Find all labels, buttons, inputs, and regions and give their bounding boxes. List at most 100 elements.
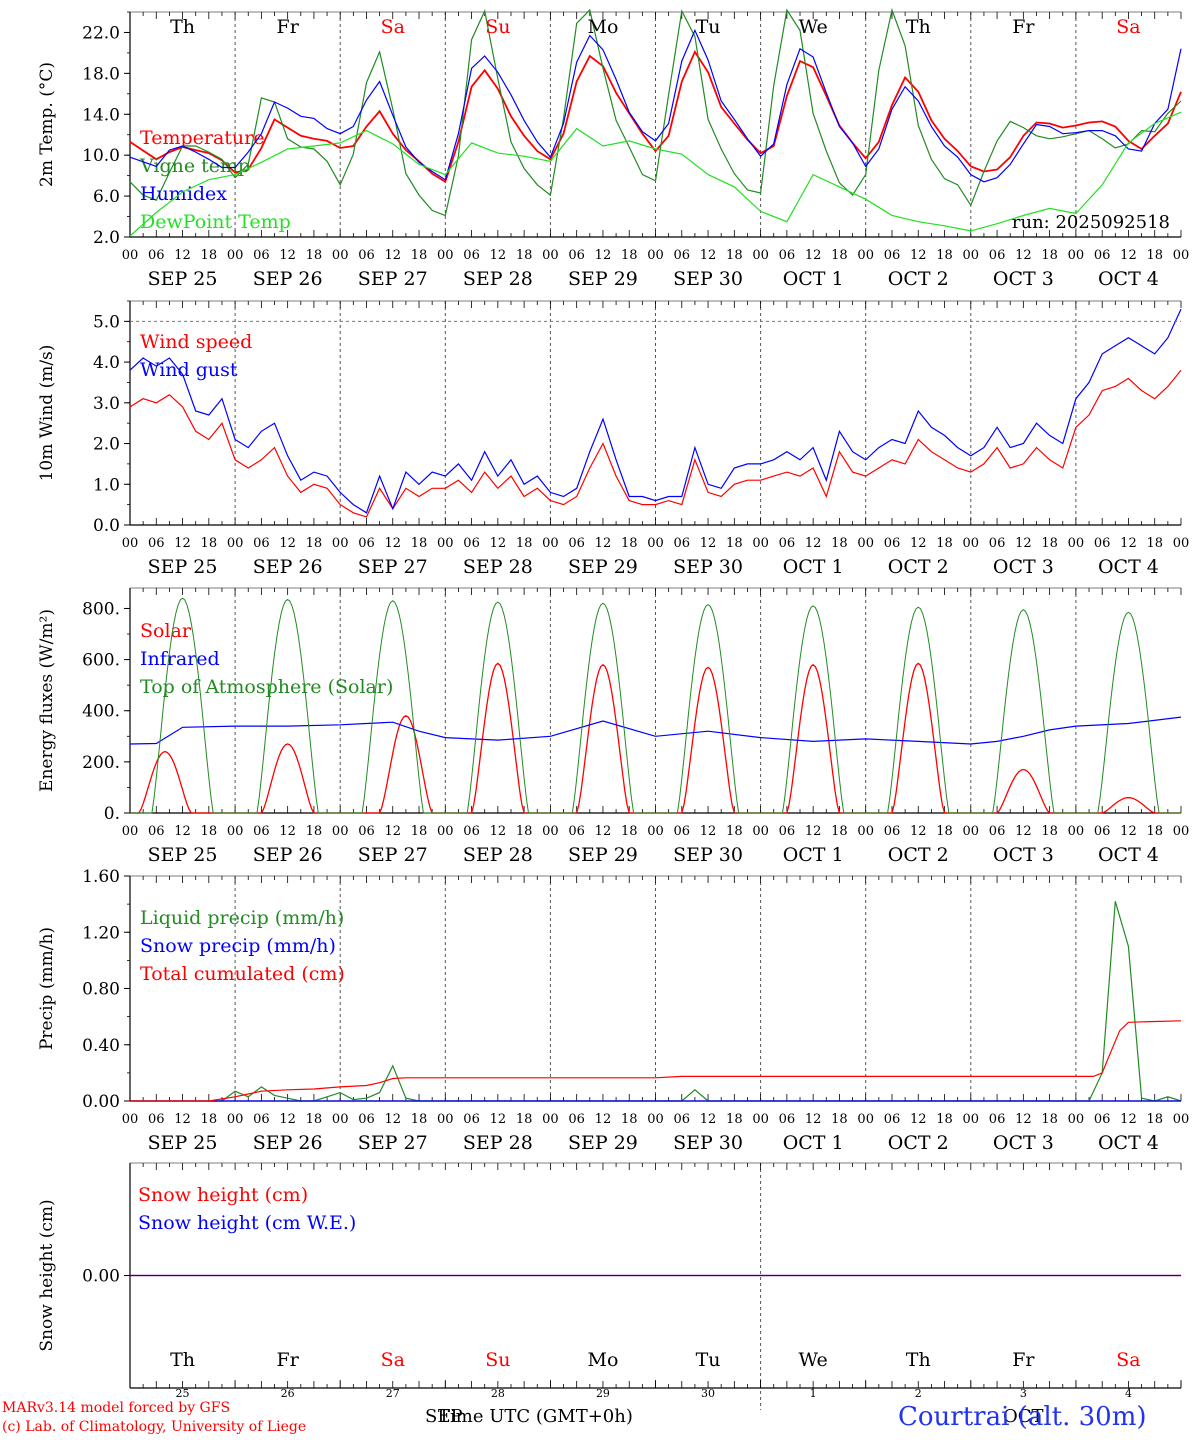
panel-2-date-label: OCT 2 xyxy=(888,844,949,866)
panel-3-y-tick-label: 1.20 xyxy=(82,923,120,943)
day-number-label: 27 xyxy=(386,1387,400,1400)
series-wind-gust xyxy=(129,308,1182,514)
panel-3-hour-label: 12 xyxy=(805,1112,822,1127)
panel-2-hour-label: 06 xyxy=(253,824,270,839)
panel-0-hour-label: 06 xyxy=(358,248,375,263)
panel-1-hour-label: 06 xyxy=(358,536,375,551)
panel-0-hour-label: 06 xyxy=(674,248,691,263)
panel-0-hour-label: 18 xyxy=(411,248,428,263)
weekday-label-bottom: Sa xyxy=(1116,1349,1140,1371)
panel-0-hour-label: 12 xyxy=(279,248,296,263)
panel-0-y-tick-label: 6.0 xyxy=(93,187,120,207)
day-number-label: 3 xyxy=(1020,1387,1027,1400)
panel-2-hour-label: 06 xyxy=(358,824,375,839)
panel-1-date-label: SEP 26 xyxy=(253,556,323,578)
panel-1-date-label: OCT 2 xyxy=(888,556,949,578)
panel-2-hour-label: 18 xyxy=(411,824,428,839)
legend-series-vigne-temp: Vigne temp xyxy=(139,155,250,177)
panel-2-hour-label: 06 xyxy=(463,824,480,839)
panel-0-y-tick-label: 18.0 xyxy=(82,64,120,84)
weekday-label-bottom: Th xyxy=(906,1349,931,1371)
panel-0-hour-label: 18 xyxy=(1146,248,1163,263)
panel-2-hour-label: 12 xyxy=(384,824,401,839)
panel-3-hour-label: 18 xyxy=(726,1112,743,1127)
panel-3-hour-label: 12 xyxy=(384,1112,401,1127)
panel-0-hour-label: 12 xyxy=(174,248,191,263)
panel-1-hour-label: 12 xyxy=(910,536,927,551)
panel-2-date-label: SEP 29 xyxy=(568,844,638,866)
panel-0-hour-label: 18 xyxy=(201,248,218,263)
panel-3-hour-label: 00 xyxy=(647,1112,664,1127)
panel-1-hour-label: 00 xyxy=(122,536,139,551)
panel-3-y-tick-label: 0.00 xyxy=(82,1092,120,1112)
panel-1-hour-label: 00 xyxy=(227,536,244,551)
panel-2-date-label: SEP 28 xyxy=(463,844,533,866)
day-number-label: 28 xyxy=(491,1387,505,1400)
panel-1-y-tick-label: 4.0 xyxy=(93,353,120,373)
panel-0-hour-label: 00 xyxy=(647,248,664,263)
day-number-label: 25 xyxy=(176,1387,190,1400)
panel-2-date-label: OCT 1 xyxy=(783,844,844,866)
panel-0-hour-label: 12 xyxy=(1015,248,1032,263)
panel-1-hour-label: 18 xyxy=(831,536,848,551)
panel-3-date-label: SEP 27 xyxy=(358,1132,428,1154)
credit-line-2: (c) Lab. of Climatology, University of L… xyxy=(2,1419,307,1435)
panel-3-hour-label: 00 xyxy=(542,1112,559,1127)
panel-3-hour-label: 06 xyxy=(674,1112,691,1127)
panel-4-y-label: Snow height (cm) xyxy=(37,1199,57,1351)
panel-2-hour-label: 18 xyxy=(306,824,323,839)
run-label: run: 2025092518 xyxy=(1012,212,1170,233)
panel-1-hour-label: 06 xyxy=(253,536,270,551)
panel-1-hour-label: 00 xyxy=(752,536,769,551)
series-total-cumulated-cm- xyxy=(130,1020,1182,1102)
panel-0-y-tick-label: 10.0 xyxy=(82,146,120,166)
panel-2-hour-label: 12 xyxy=(700,824,717,839)
panel-1-hour-label: 12 xyxy=(174,536,191,551)
panel-0-date-label: OCT 1 xyxy=(783,268,844,290)
panel-0-hour-label: 00 xyxy=(1068,248,1085,263)
panel-1-hour-label: 18 xyxy=(621,536,638,551)
day-number-label: 26 xyxy=(281,1387,295,1400)
legend-series-snow-height-cm-: Snow height (cm) xyxy=(138,1184,308,1206)
panel-3-hour-label: 18 xyxy=(411,1112,428,1127)
panel-3-hour-label: 12 xyxy=(1015,1112,1032,1127)
legend-series-temperature: Temperature xyxy=(140,127,264,149)
panel-2-hour-label: 00 xyxy=(437,824,454,839)
panel-2-hour-label: 06 xyxy=(674,824,691,839)
panel-1-date-label: SEP 30 xyxy=(673,556,743,578)
panel-3-hour-label: 06 xyxy=(884,1112,901,1127)
panel-1-hour-label: 18 xyxy=(1041,536,1058,551)
panel-0-hour-label: 12 xyxy=(490,248,507,263)
panel-3-hour-label: 18 xyxy=(621,1112,638,1127)
panel-1-hour-label: 18 xyxy=(1146,536,1163,551)
panel-3-hour-label: 06 xyxy=(989,1112,1006,1127)
panel-2-hour-label: 00 xyxy=(752,824,769,839)
panel-3-hour-label: 06 xyxy=(358,1112,375,1127)
panel-2-hour-label: 18 xyxy=(201,824,218,839)
weekday-label-bottom: Tu xyxy=(696,1349,721,1371)
panel-2-hour-label: 12 xyxy=(1120,824,1137,839)
series-infrared xyxy=(129,716,1182,745)
panel-0-hour-label: 18 xyxy=(936,248,953,263)
legend-series-infrared: Infrared xyxy=(140,648,220,670)
panel-0-hour-label: 12 xyxy=(1120,248,1137,263)
day-number-label: 1 xyxy=(810,1387,817,1400)
panel-1-hour-label: 18 xyxy=(936,536,953,551)
panel-3-hour-label: 12 xyxy=(910,1112,927,1127)
day-number-label: 2 xyxy=(915,1387,922,1400)
panel-0-hour-label: 00 xyxy=(227,248,244,263)
x-month-right: OCT xyxy=(1003,1406,1044,1427)
panel-3-hour-label: 12 xyxy=(174,1112,191,1127)
panel-3-hour-label: 00 xyxy=(1173,1112,1190,1127)
panel-0-date-label: SEP 26 xyxy=(253,268,323,290)
panel-3-hour-label: 00 xyxy=(752,1112,769,1127)
panel-2-hour-label: 06 xyxy=(568,824,585,839)
panel-2-hour-label: 18 xyxy=(726,824,743,839)
panel-0-y-tick-label: 22.0 xyxy=(82,23,120,43)
panel-0-date-label: SEP 29 xyxy=(568,268,638,290)
x-axis-label: Time UTC (GMT+0h) xyxy=(438,1406,633,1427)
x-month-left: SEP xyxy=(425,1406,463,1427)
panel-2-hour-label: 00 xyxy=(332,824,349,839)
panel-2-y-tick-label: 200. xyxy=(82,753,120,773)
weekday-label-top: Sa xyxy=(381,16,405,38)
